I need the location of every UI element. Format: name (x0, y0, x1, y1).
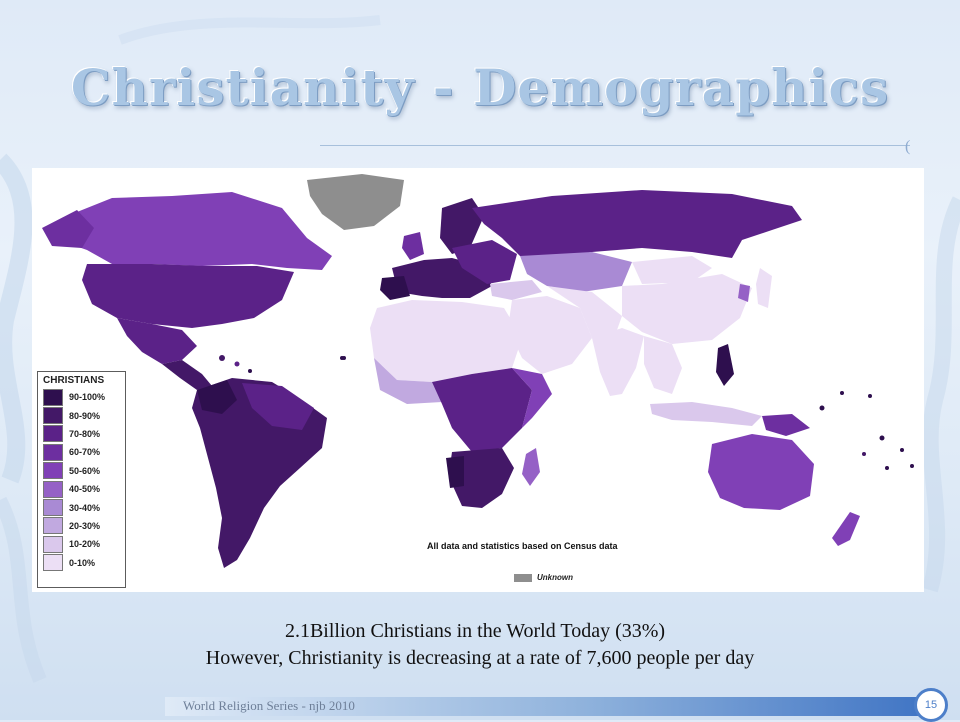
region-middle-east (508, 296, 592, 374)
region-philippines (716, 344, 734, 386)
legend-row: 60-70% (43, 443, 125, 461)
region-canada (62, 192, 332, 270)
legend-row: 10-20% (43, 535, 125, 553)
region-alaska (42, 210, 94, 248)
region-southern-africa (450, 448, 514, 508)
legend-label: 90-100% (69, 392, 106, 403)
region-eastern-europe (452, 240, 517, 284)
unknown-label: Unknown (537, 573, 573, 582)
legend-label: 40-50% (69, 484, 101, 495)
region-japan (756, 268, 772, 308)
legend-swatch (43, 388, 63, 406)
legend-title: CHRISTIANS (43, 375, 105, 386)
legend-row: 50-60% (43, 462, 125, 480)
legend-swatch (43, 517, 63, 535)
region-central-america (162, 360, 212, 390)
legend-swatch (43, 535, 63, 553)
region-mongolia (632, 256, 712, 284)
region-central-africa (432, 368, 532, 452)
caption-line-1: 2.1Billion Christians in the World Today… (284, 620, 666, 642)
region-north-africa (370, 300, 522, 382)
legend-swatch (43, 480, 63, 498)
legend-swatch (43, 425, 63, 443)
legend-row: 80-90% (43, 406, 125, 425)
region-brazil-north (242, 383, 314, 430)
region-east-africa (512, 368, 552, 428)
region-australia (708, 434, 814, 510)
legend-row: 90-100% (43, 388, 125, 406)
title-divider-hook: ( (905, 138, 911, 155)
caption-line-2: However, Christianity is decreasing at a… (205, 647, 755, 669)
map-legend: CHRISTIANS 90-100% 80-90% 70-80% 60-70% 50-6… (37, 371, 126, 588)
region-namibia (446, 456, 464, 488)
slide-title: Christianity - Demographics (70, 58, 890, 117)
region-new-zealand (832, 512, 860, 546)
region-greenland (307, 174, 404, 230)
legend-label: 50-60% (69, 465, 101, 476)
region-indonesia (650, 402, 762, 426)
legend-label: 60-70% (69, 447, 101, 458)
footer-text: World Religion Series - njb 2010 (183, 698, 355, 713)
region-turkey (490, 280, 542, 300)
region-china (622, 274, 752, 344)
legend-row: 20-30% (43, 517, 125, 535)
region-korea (738, 284, 750, 302)
page-number: 15 (914, 688, 948, 722)
legend-label: 10-20% (69, 539, 101, 550)
legend-row: 40-50% (43, 480, 125, 498)
legend-swatch (43, 407, 63, 425)
region-mexico (117, 318, 197, 364)
legend-row: 30-40% (43, 498, 125, 517)
region-west-africa (374, 358, 452, 404)
legend-swatch (43, 499, 63, 517)
region-scandinavia (440, 198, 484, 254)
region-kazakhstan (520, 252, 632, 292)
census-note: All data and statistics based on Census … (427, 541, 618, 551)
region-usa (82, 264, 294, 328)
legend-label: 0-10% (69, 557, 96, 568)
title-divider (320, 145, 910, 146)
region-colombia (197, 380, 237, 414)
region-madagascar (522, 448, 540, 486)
map-drawing (42, 174, 914, 568)
region-uk (402, 232, 424, 260)
region-india (592, 328, 644, 396)
legend-label: 30-40% (69, 502, 101, 513)
legend-label: 20-30% (69, 520, 101, 531)
legend-row: 70-80% (43, 425, 125, 443)
legend-label: 80-90% (69, 410, 101, 421)
legend-swatch (43, 554, 63, 572)
region-southeast-asia (644, 336, 682, 394)
footer-bar (165, 697, 930, 716)
region-russia (472, 190, 802, 258)
legend-row: 0-10% (43, 554, 125, 572)
unknown-swatch (514, 573, 532, 582)
region-papua (762, 414, 810, 436)
legend-label: 70-80% (69, 428, 101, 439)
region-iberia (380, 276, 410, 300)
legend-swatch (43, 443, 63, 461)
region-iran-pakistan (547, 286, 622, 344)
legend-swatch (43, 462, 63, 480)
world-map: CHRISTIANS 90-100% 80-90% 70-80% 60-70% 50-6… (32, 168, 924, 592)
unknown-legend: Unknown (514, 573, 573, 582)
